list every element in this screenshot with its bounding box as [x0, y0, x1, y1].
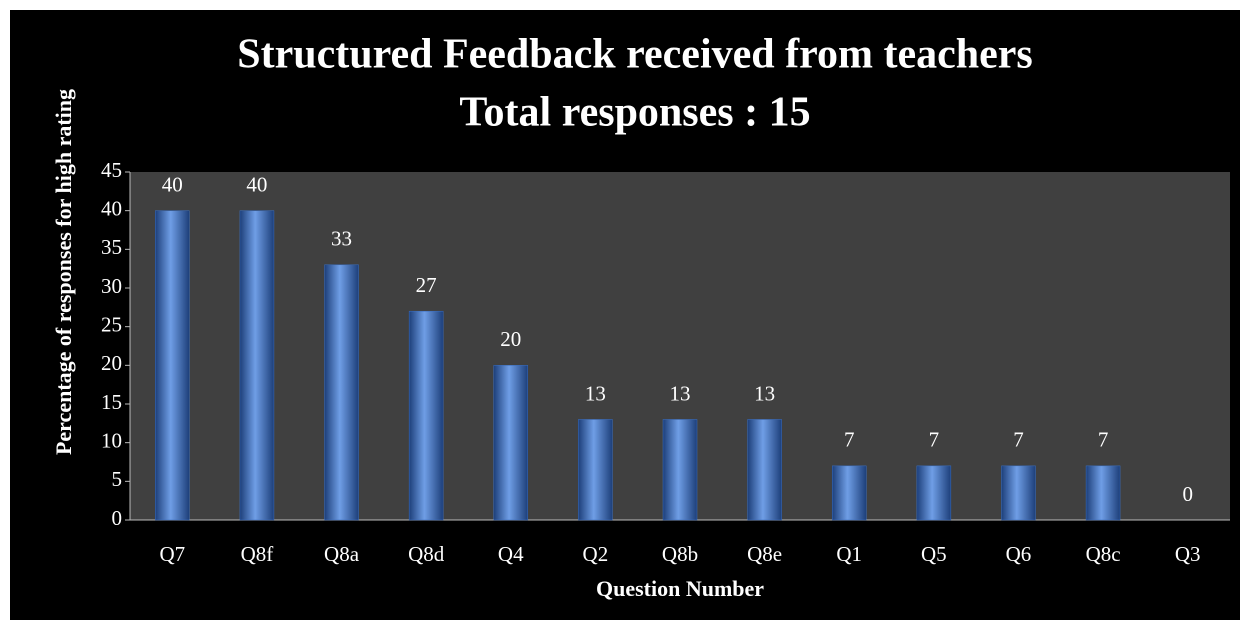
data-label: 20 [500, 327, 521, 351]
y-tick-label: 45 [101, 158, 122, 182]
data-label: 7 [1098, 428, 1109, 452]
x-tick-label: Q8c [1086, 542, 1121, 566]
x-tick-label: Q2 [583, 542, 609, 566]
y-tick-label: 35 [101, 235, 122, 259]
y-tick-label: 0 [112, 506, 123, 530]
y-axis-label: Percentage of responses for high rating [51, 89, 76, 455]
data-label: 33 [331, 227, 352, 251]
bar [662, 419, 698, 521]
x-tick-label: Q4 [498, 542, 524, 566]
bar [408, 310, 444, 521]
chart-subtitle: Total responses : 15 [459, 90, 810, 136]
data-label: 7 [844, 428, 855, 452]
x-tick-label: Q3 [1175, 542, 1201, 566]
x-tick-label: Q7 [159, 542, 185, 566]
chart-title: Structured Feedback received from teache… [237, 32, 1032, 78]
data-label: 40 [162, 172, 183, 196]
data-label: 13 [670, 381, 691, 405]
y-tick-label: 10 [101, 428, 122, 452]
data-label: 13 [754, 381, 775, 405]
x-tick-label: Q8e [747, 542, 782, 566]
data-label: 0 [1182, 482, 1193, 506]
data-label: 7 [929, 428, 940, 452]
bar [239, 210, 275, 521]
x-tick-label: Q6 [1006, 542, 1032, 566]
data-label: 13 [585, 381, 606, 405]
y-tick-label: 40 [101, 196, 122, 220]
bar [747, 419, 782, 521]
x-tick-label: Q8a [324, 542, 360, 566]
y-tick-label: 15 [101, 390, 122, 414]
bar [916, 465, 952, 521]
y-tick-label: 20 [101, 351, 122, 375]
x-tick-label: Q8b [662, 542, 698, 566]
data-label: 7 [1013, 428, 1024, 452]
x-axis-label: Question Number [596, 576, 764, 601]
bar [578, 419, 613, 521]
bar [1085, 465, 1121, 521]
data-label: 40 [246, 172, 267, 196]
bar [831, 465, 867, 521]
y-tick-label: 30 [101, 274, 122, 298]
x-tick-label: Q8d [408, 542, 445, 566]
x-tick-label: Q1 [836, 542, 862, 566]
x-tick-label: Q5 [921, 542, 947, 566]
y-tick-label: 5 [112, 467, 123, 491]
bar [155, 210, 190, 521]
bar [1001, 465, 1036, 521]
data-label: 27 [416, 273, 437, 297]
bar [324, 264, 359, 521]
bar [493, 365, 529, 521]
x-tick-label: Q8f [241, 542, 274, 566]
y-tick-label: 25 [101, 312, 122, 336]
